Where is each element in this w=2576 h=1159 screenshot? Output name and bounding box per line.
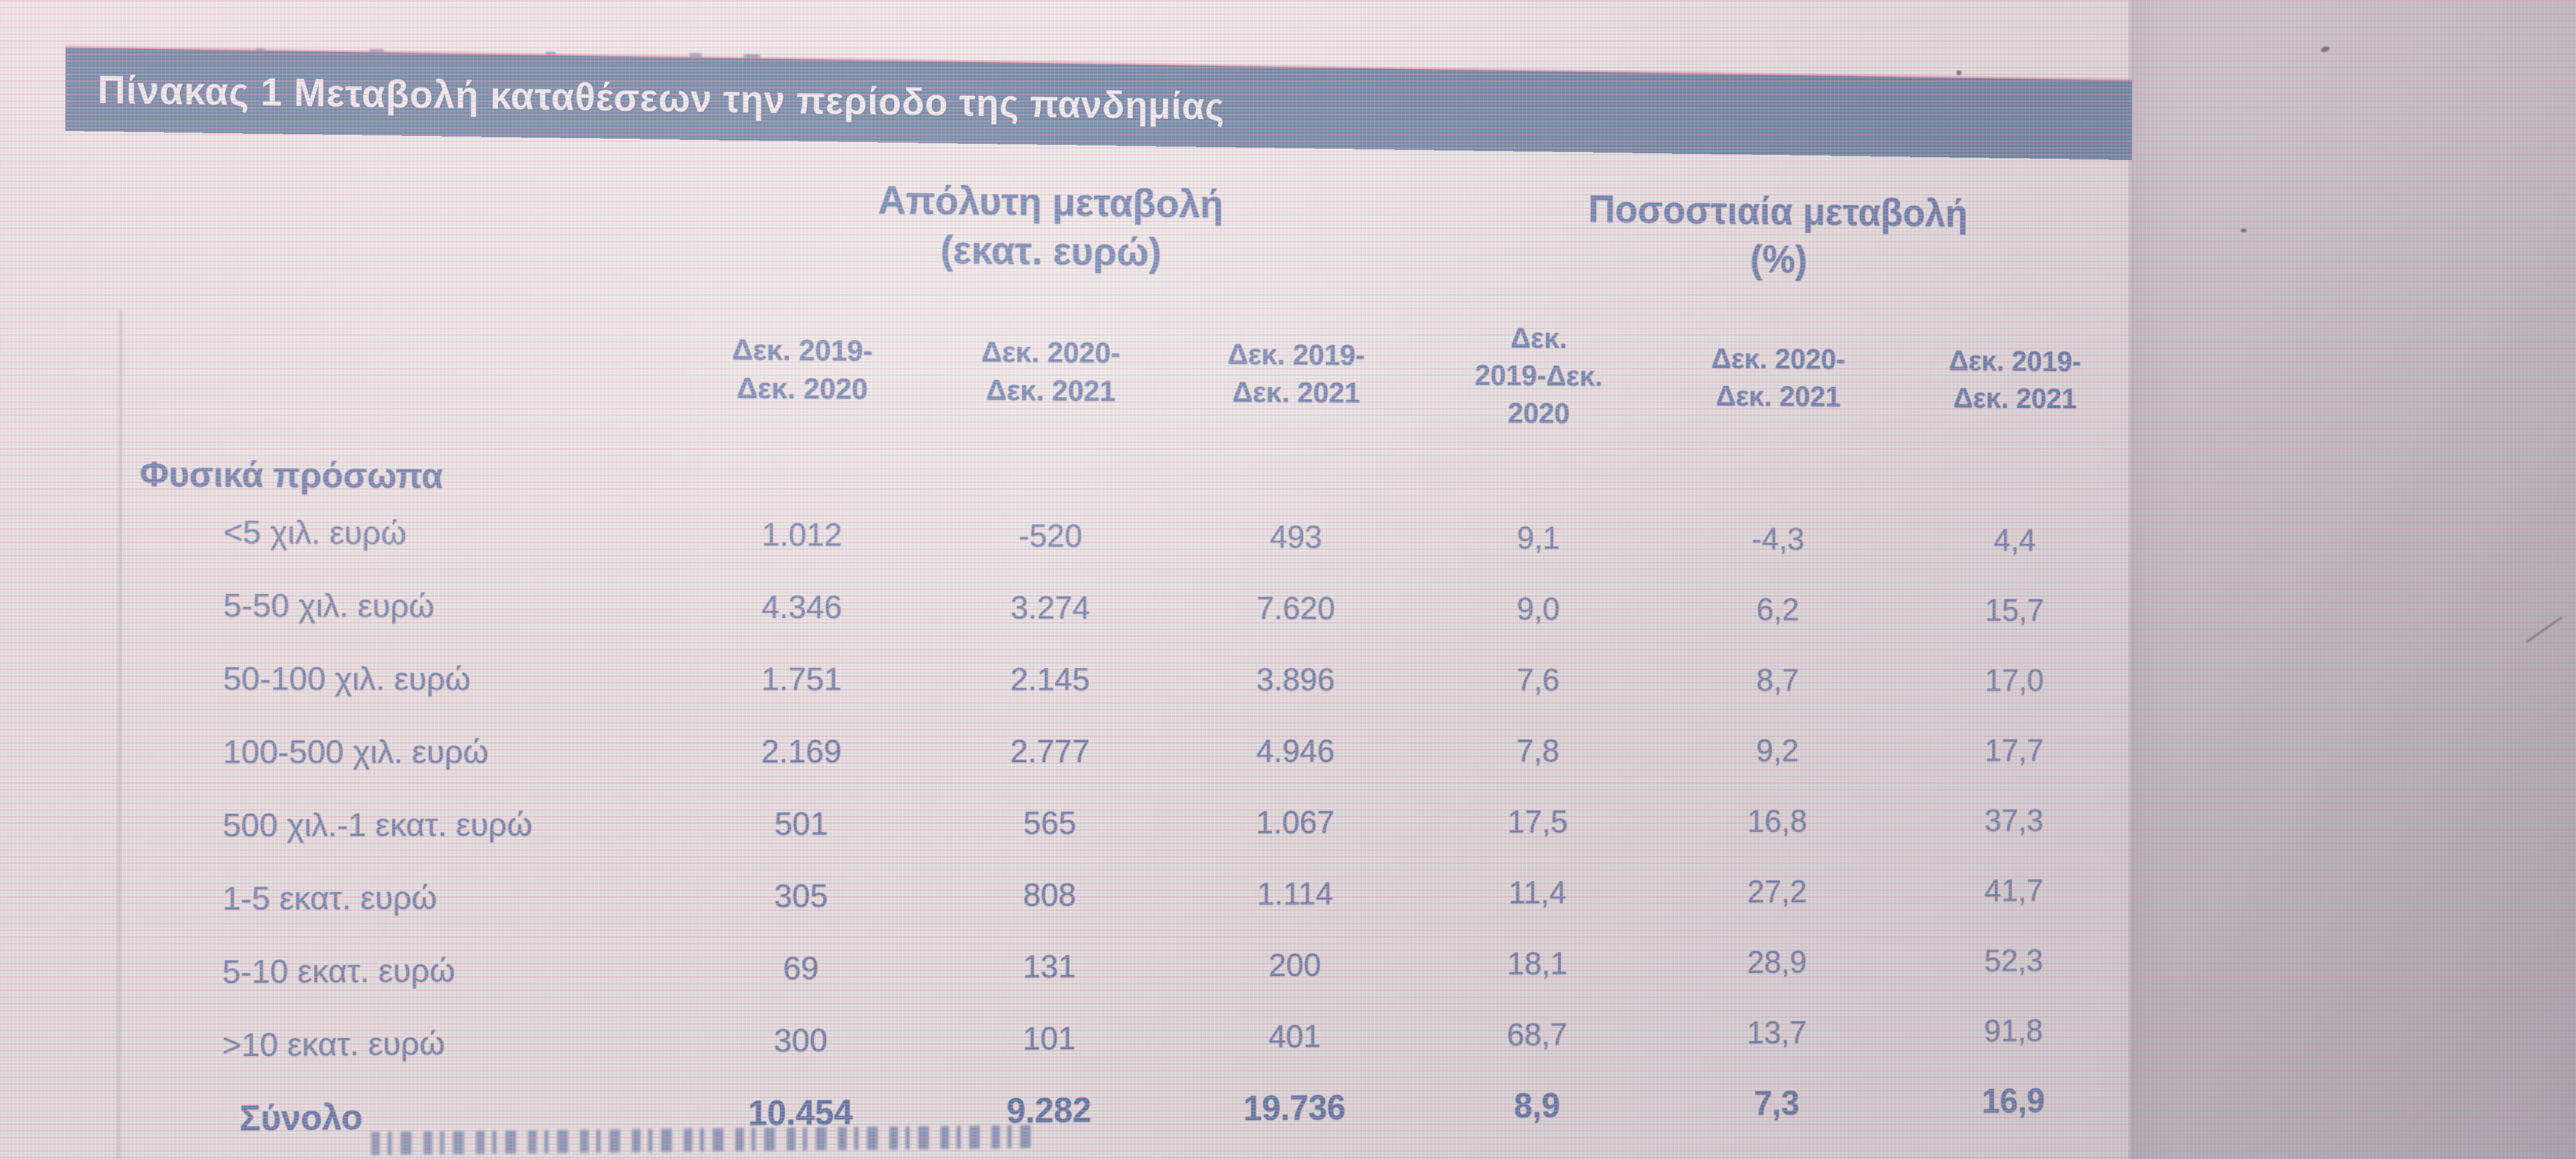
cell-value: 493 xyxy=(1174,517,1418,556)
cell-value: 6,2 xyxy=(1658,590,1897,627)
cell-value: 8,7 xyxy=(1658,661,1897,698)
row-label: 5-10 εκατ. ευρώ xyxy=(63,949,675,991)
cell-value: 501 xyxy=(676,804,926,843)
row-label: <5 χιλ. ευρώ xyxy=(64,512,676,553)
table-title: Πίνακας 1 Μεταβολή καταθέσεων την περίοδ… xyxy=(65,67,1224,128)
table-row: 5-50 χιλ. ευρώ 4.346 3.274 7.620 9,0 6,2… xyxy=(64,568,2131,645)
column-header: Δεκ. 2019- Δεκ. 2021 xyxy=(1897,341,2133,417)
cell-value: 9,0 xyxy=(1417,590,1658,627)
spacer-cell xyxy=(65,164,678,271)
cell-value: 565 xyxy=(926,803,1173,842)
table-content: Πίνακας 1 Μεταβολή καταθέσεων την περίοδ… xyxy=(62,47,2132,1159)
total-value: 9.282 xyxy=(925,1089,1173,1132)
row-label: 50-100 χιλ. ευρώ xyxy=(64,659,676,698)
cell-value: 2.777 xyxy=(926,732,1173,770)
dust-speck xyxy=(1957,70,1962,75)
total-value: 19.736 xyxy=(1172,1087,1416,1129)
cell-value: 69 xyxy=(675,948,925,987)
cell-value: 1.114 xyxy=(1173,874,1417,913)
cell-value: 401 xyxy=(1172,1016,1416,1055)
cell-value: 1.067 xyxy=(1173,803,1417,841)
cell-value: 41,7 xyxy=(1896,871,2131,909)
cell-value: 2.145 xyxy=(926,660,1173,698)
total-value: 16,9 xyxy=(1895,1080,2131,1122)
cell-value: 17,7 xyxy=(1896,732,2132,768)
cell-value: 91,8 xyxy=(1895,1011,2131,1049)
cell-value: 4.946 xyxy=(1173,732,1417,769)
table-row: 50-100 χιλ. ευρώ 1.751 2.145 3.896 7,6 8… xyxy=(64,641,2130,715)
table-row: 1-5 εκατ. ευρώ 305 808 1.114 11,4 27,2 4… xyxy=(63,855,2130,936)
column-header: Δεκ. 2019-Δεκ. 2020 xyxy=(1418,318,1659,433)
cell-value: 4.346 xyxy=(676,587,926,626)
cell-value: -4,3 xyxy=(1658,519,1897,557)
row-label: 5-50 χιλ. ευρώ xyxy=(64,586,676,625)
cell-value: 3.274 xyxy=(926,588,1173,626)
cell-value: 2.169 xyxy=(676,732,926,770)
column-header: Δεκ. 2020- Δεκ. 2021 xyxy=(1659,339,1897,416)
cell-value: 305 xyxy=(676,876,926,915)
cell-value: 52,3 xyxy=(1896,941,2131,979)
cell-value: 3.896 xyxy=(1173,660,1417,698)
row-label: >10 εκατ. ευρώ xyxy=(63,1022,675,1065)
cell-value: 4,4 xyxy=(1897,520,2133,558)
column-header: Δεκ. 2019- Δεκ. 2021 xyxy=(1174,334,1418,412)
spacer-cell xyxy=(65,363,677,368)
cell-value: 37,3 xyxy=(1896,801,2131,839)
table-title-bar: Πίνακας 1 Μεταβολή καταθέσεων την περίοδ… xyxy=(65,47,2132,160)
cell-value: 1.751 xyxy=(676,660,926,698)
group-header-absolute-change: Απόλυτη μεταβολή (εκατ. ευρώ) xyxy=(677,173,1418,280)
group-header-percentage-change: Ποσοστιαία μεταβολή (%) xyxy=(1418,182,2133,287)
cell-value: 27,2 xyxy=(1658,872,1896,910)
scratch-artifact xyxy=(2526,616,2563,643)
dust-speck xyxy=(2320,46,2330,53)
column-header: Δεκ. 2019- Δεκ. 2020 xyxy=(677,329,927,408)
row-label: 1-5 εκατ. ευρώ xyxy=(64,877,676,918)
cell-value: 15,7 xyxy=(1896,591,2132,629)
cell-value: 101 xyxy=(925,1018,1173,1058)
table-row: 100-500 χιλ. ευρώ 2.169 2.777 4.946 7,8 … xyxy=(64,715,2130,788)
column-header-row: Δεκ. 2019- Δεκ. 2020 Δεκ. 2020- Δεκ. 202… xyxy=(65,304,2131,436)
cell-value: 11,4 xyxy=(1417,873,1658,911)
cell-value: 300 xyxy=(675,1020,925,1060)
table-row: <5 χιλ. ευρώ 1.012 -520 493 9,1 -4,3 4,4 xyxy=(64,494,2131,575)
cell-value: 1.012 xyxy=(676,515,926,554)
cell-value: 9,2 xyxy=(1658,732,1896,769)
table-row: 500 χιλ.-1 εκατ. ευρώ 501 565 1.067 17,5… xyxy=(64,785,2130,862)
cell-value: 808 xyxy=(926,875,1173,913)
cell-value: 16,8 xyxy=(1658,802,1896,839)
cell-value: 200 xyxy=(1173,945,1417,984)
group-header-row: Απόλυτη μεταβολή (εκατ. ευρώ) Ποσοστιαία… xyxy=(65,164,2132,287)
document-page: Πίνακας 1 Μεταβολή καταθέσεων την περίοδ… xyxy=(0,0,2130,1159)
row-label: 100-500 χιλ. ευρώ xyxy=(64,732,676,771)
cell-value: 18,1 xyxy=(1417,944,1658,982)
cell-value: 7.620 xyxy=(1173,589,1417,627)
dust-speck xyxy=(2241,228,2247,232)
cell-value: 28,9 xyxy=(1657,942,1896,981)
cell-value: 13,7 xyxy=(1657,1013,1896,1052)
cell-value: 7,8 xyxy=(1417,732,1658,769)
total-value: 7,3 xyxy=(1657,1082,1896,1124)
column-header: Δεκ. 2020- Δεκ. 2021 xyxy=(927,332,1174,410)
cell-value: 9,1 xyxy=(1418,518,1659,556)
cell-value: 17,5 xyxy=(1417,802,1658,840)
cell-value: 68,7 xyxy=(1416,1015,1657,1054)
cell-value: 131 xyxy=(925,947,1173,986)
cell-value: 17,0 xyxy=(1896,661,2132,698)
row-label: 500 χιλ.-1 εκατ. ευρώ xyxy=(64,805,676,844)
photo-of-screen: Πίνακας 1 Μεταβολή καταθέσεων την περίοδ… xyxy=(0,0,2576,1159)
cell-value: 7,6 xyxy=(1417,661,1658,698)
total-value: 8,9 xyxy=(1416,1084,1657,1127)
cell-value: -520 xyxy=(926,516,1173,554)
